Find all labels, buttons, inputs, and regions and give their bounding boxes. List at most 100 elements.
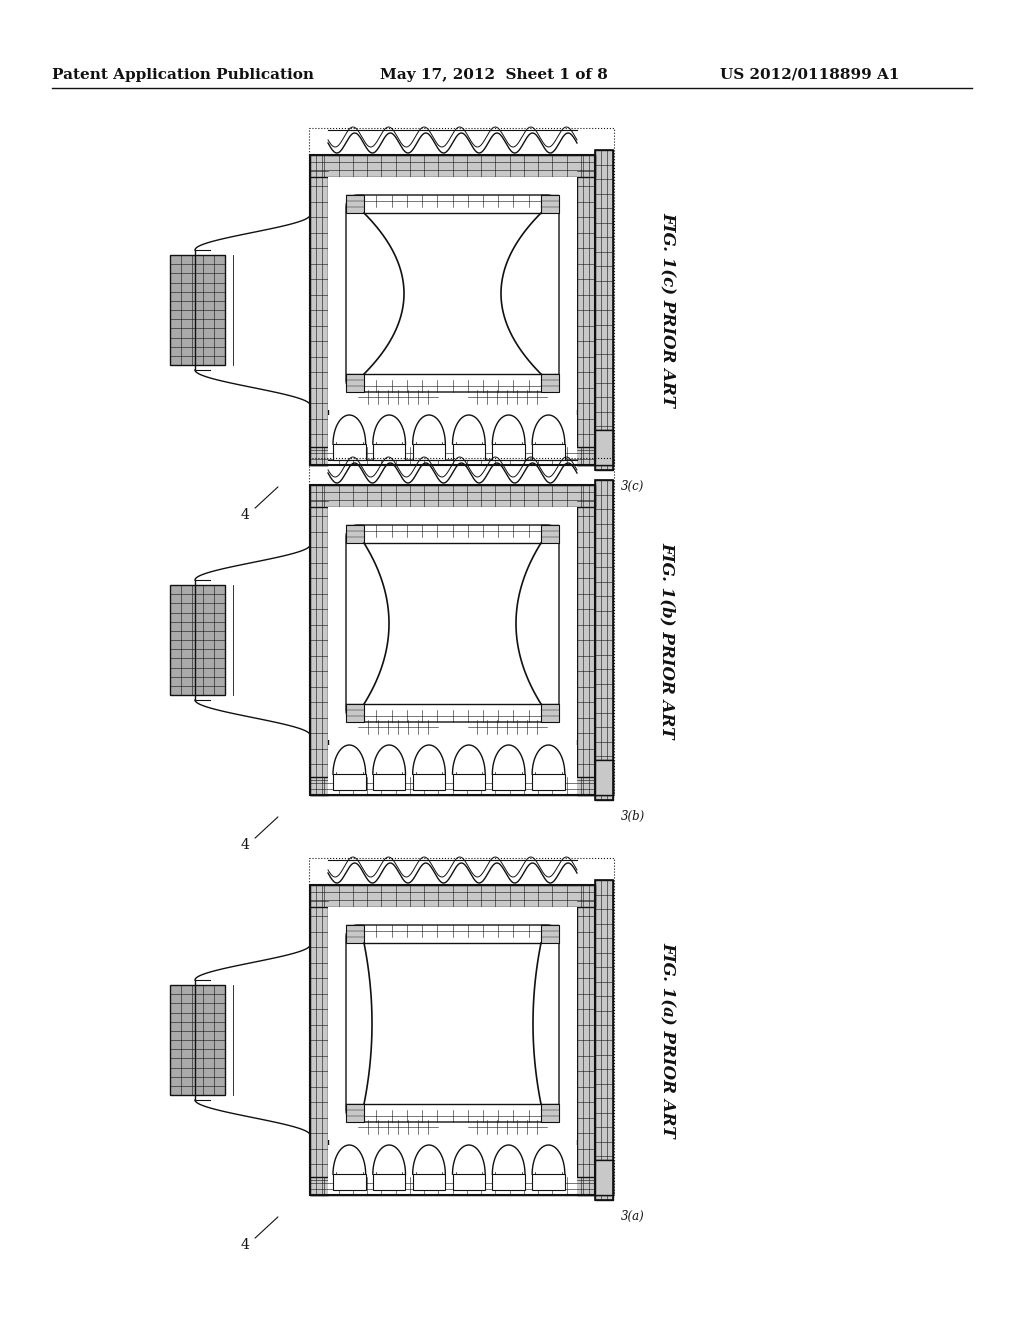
Bar: [541, 374, 559, 392]
Bar: [346, 704, 364, 722]
Bar: [595, 480, 613, 800]
Polygon shape: [532, 414, 565, 445]
Bar: [373, 1175, 406, 1191]
Bar: [310, 484, 595, 795]
Text: 3(c): 3(c): [621, 480, 644, 492]
Bar: [310, 884, 595, 1195]
Bar: [468, 389, 547, 404]
Bar: [532, 775, 565, 789]
Bar: [310, 154, 595, 465]
Bar: [595, 430, 613, 465]
Bar: [493, 445, 525, 459]
Polygon shape: [373, 1144, 406, 1175]
Bar: [413, 775, 445, 789]
Bar: [170, 255, 225, 366]
Bar: [493, 1175, 525, 1191]
Bar: [310, 484, 328, 795]
Bar: [346, 525, 559, 537]
Bar: [333, 445, 366, 459]
Bar: [328, 1144, 577, 1195]
Bar: [328, 744, 577, 795]
Bar: [328, 861, 577, 884]
Bar: [532, 1175, 565, 1191]
Bar: [468, 719, 547, 734]
Bar: [328, 414, 577, 465]
Bar: [328, 907, 577, 1140]
Text: FIG. 1(c) PRIOR ART: FIG. 1(c) PRIOR ART: [659, 213, 677, 408]
Bar: [309, 858, 614, 1195]
Bar: [309, 128, 614, 465]
Polygon shape: [493, 414, 525, 445]
Bar: [373, 445, 406, 459]
Bar: [346, 525, 364, 543]
Polygon shape: [413, 414, 445, 445]
Bar: [328, 507, 577, 741]
Bar: [328, 459, 577, 484]
Bar: [310, 484, 595, 507]
Bar: [346, 374, 364, 392]
Bar: [541, 925, 559, 942]
Bar: [310, 1177, 595, 1195]
Text: May 17, 2012  Sheet 1 of 8: May 17, 2012 Sheet 1 of 8: [380, 69, 608, 82]
Bar: [595, 880, 613, 1200]
Text: 4: 4: [241, 508, 250, 521]
Bar: [595, 1160, 613, 1195]
Text: 3(a): 3(a): [621, 1210, 645, 1224]
Bar: [577, 484, 595, 795]
Text: 4: 4: [241, 838, 250, 851]
Bar: [346, 1110, 559, 1122]
Polygon shape: [333, 744, 366, 775]
Text: FIG. 1(a) PRIOR ART: FIG. 1(a) PRIOR ART: [659, 942, 677, 1138]
Polygon shape: [413, 744, 445, 775]
Bar: [595, 430, 613, 465]
Bar: [541, 704, 559, 722]
Bar: [453, 1175, 485, 1191]
Text: US 2012/0118899 A1: US 2012/0118899 A1: [720, 69, 899, 82]
Bar: [310, 884, 595, 907]
Bar: [170, 985, 225, 1096]
Text: 3(b): 3(b): [621, 810, 645, 822]
Bar: [358, 719, 437, 734]
Bar: [532, 445, 565, 459]
Bar: [346, 380, 559, 392]
Bar: [346, 925, 364, 942]
Bar: [595, 150, 613, 470]
Bar: [346, 195, 559, 207]
Bar: [595, 150, 613, 470]
Bar: [595, 760, 613, 795]
Polygon shape: [333, 1144, 366, 1175]
Bar: [453, 445, 485, 459]
Bar: [595, 1160, 613, 1195]
Bar: [346, 1104, 364, 1122]
Bar: [170, 585, 225, 696]
Polygon shape: [373, 744, 406, 775]
Bar: [310, 447, 595, 465]
Bar: [328, 177, 577, 411]
Bar: [577, 154, 595, 465]
Bar: [346, 710, 559, 722]
Bar: [346, 925, 559, 937]
Bar: [413, 445, 445, 459]
Bar: [595, 480, 613, 800]
Bar: [310, 884, 328, 1195]
Polygon shape: [333, 414, 366, 445]
Polygon shape: [493, 1144, 525, 1175]
Bar: [328, 129, 577, 154]
Bar: [310, 777, 595, 795]
Bar: [541, 525, 559, 543]
Polygon shape: [453, 414, 485, 445]
Bar: [595, 880, 613, 1200]
Bar: [413, 1175, 445, 1191]
Polygon shape: [453, 744, 485, 775]
Bar: [333, 775, 366, 789]
Bar: [309, 458, 614, 795]
Text: FIG. 1(b) PRIOR ART: FIG. 1(b) PRIOR ART: [659, 541, 677, 738]
Text: Patent Application Publication: Patent Application Publication: [52, 69, 314, 82]
Polygon shape: [453, 1144, 485, 1175]
Bar: [453, 775, 485, 789]
Polygon shape: [413, 1144, 445, 1175]
Polygon shape: [493, 744, 525, 775]
Bar: [577, 884, 595, 1195]
Polygon shape: [532, 1144, 565, 1175]
Bar: [310, 154, 595, 177]
